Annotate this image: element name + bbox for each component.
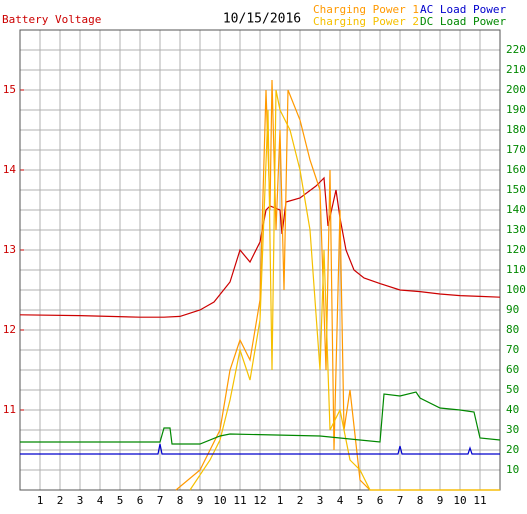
chart-title: 10/15/2016 xyxy=(223,12,301,27)
y2-tick-label: 160 xyxy=(506,163,526,176)
y-tick-label: 13 xyxy=(3,243,16,256)
y2-tick-label: 210 xyxy=(506,63,526,76)
x-tick-label: 1 xyxy=(37,494,44,507)
legend-label: Battery Voltage xyxy=(2,13,101,26)
y2-tick-label: 100 xyxy=(506,283,526,296)
legend-label: DC Load Power xyxy=(420,15,506,28)
x-tick-label: 5 xyxy=(357,494,364,507)
y-tick-label: 11 xyxy=(3,403,16,416)
y2-tick-label: 140 xyxy=(506,203,526,216)
y2-tick-label: 150 xyxy=(506,183,526,196)
x-tick-label: 4 xyxy=(97,494,104,507)
x-tick-label: 12 xyxy=(253,494,266,507)
series-line xyxy=(189,89,500,491)
y2-tick-label: 110 xyxy=(506,263,526,276)
y2-tick-label: 20 xyxy=(506,443,519,456)
legend-label: AC Load Power xyxy=(420,3,506,16)
y2-tick-label: 60 xyxy=(506,363,519,376)
x-tick-label: 11 xyxy=(233,494,246,507)
x-tick-label: 6 xyxy=(377,494,384,507)
x-tick-label: 2 xyxy=(297,494,304,507)
y2-tick-label: 180 xyxy=(506,123,526,136)
x-tick-label: 5 xyxy=(117,494,124,507)
x-tick-label: 7 xyxy=(157,494,164,507)
y2-tick-label: 200 xyxy=(506,83,526,96)
x-tick-label: 11 xyxy=(473,494,486,507)
x-tick-label: 8 xyxy=(417,494,424,507)
x-tick-label: 9 xyxy=(437,494,444,507)
y2-tick-label: 50 xyxy=(506,383,519,396)
y2-tick-label: 10 xyxy=(506,463,519,476)
y2-tick-label: 190 xyxy=(506,103,526,116)
y2-tick-label: 120 xyxy=(506,243,526,256)
y-tick-label: 14 xyxy=(3,163,17,176)
x-tick-label: 3 xyxy=(77,494,84,507)
x-tick-label: 7 xyxy=(397,494,404,507)
x-tick-label: 6 xyxy=(137,494,144,507)
series-line xyxy=(175,79,500,491)
y2-tick-label: 80 xyxy=(506,323,519,336)
legend-label: Charging Power 2 xyxy=(313,15,419,28)
y2-tick-label: 30 xyxy=(506,423,519,436)
y2-tick-label: 220 xyxy=(506,43,526,56)
x-tick-label: 4 xyxy=(337,494,344,507)
y2-tick-label: 170 xyxy=(506,143,526,156)
x-tick-label: 8 xyxy=(177,494,184,507)
y-tick-label: 12 xyxy=(3,323,16,336)
x-tick-label: 10 xyxy=(453,494,466,507)
x-tick-label: 3 xyxy=(317,494,324,507)
legend-label: Charging Power 1 xyxy=(313,3,419,16)
x-tick-label: 1 xyxy=(277,494,284,507)
series-line xyxy=(20,391,501,445)
x-tick-label: 9 xyxy=(197,494,204,507)
y-tick-label: 15 xyxy=(3,83,16,96)
y2-tick-label: 90 xyxy=(506,303,519,316)
x-tick-label: 2 xyxy=(57,494,64,507)
y2-tick-label: 40 xyxy=(506,403,519,416)
plot-frame xyxy=(19,29,501,491)
y2-tick-label: 70 xyxy=(506,343,519,356)
x-tick-label: 10 xyxy=(213,494,226,507)
series-line xyxy=(19,176,501,318)
y2-tick-label: 130 xyxy=(506,223,526,236)
series-line xyxy=(20,443,500,455)
